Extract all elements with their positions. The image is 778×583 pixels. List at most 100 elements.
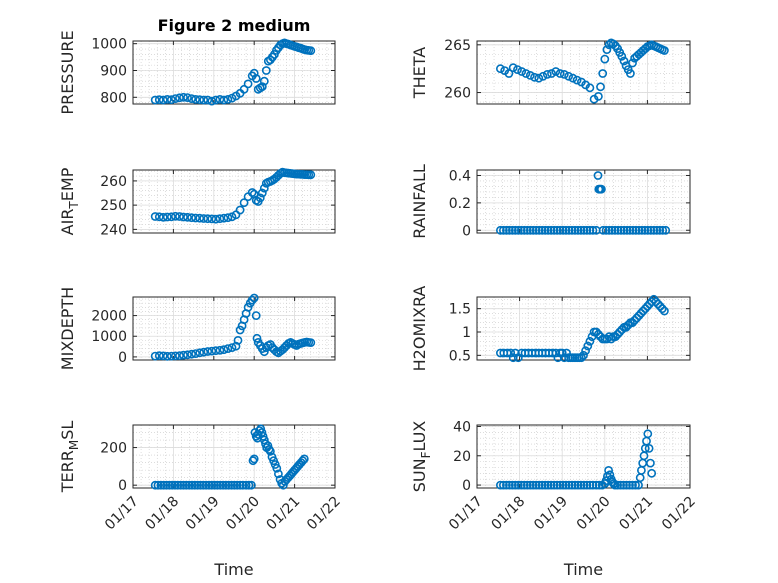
data-point <box>525 480 535 490</box>
data-point <box>158 351 168 361</box>
data-point <box>564 71 573 81</box>
data-point <box>647 468 657 478</box>
data-point <box>210 480 219 490</box>
data-point <box>617 325 627 335</box>
data-point <box>154 95 164 105</box>
y-tick-label: 0 <box>462 478 471 494</box>
y-axis-label: SUNFLUX <box>410 421 433 493</box>
data-point <box>167 480 177 490</box>
data-point <box>201 480 211 490</box>
data-point <box>649 225 659 235</box>
y-tick-label: 240 <box>100 222 127 238</box>
data-point <box>259 347 269 357</box>
data-point <box>249 454 259 464</box>
data-point <box>195 213 205 223</box>
data-point <box>173 480 183 490</box>
data-point <box>187 349 196 359</box>
data-point <box>610 225 620 235</box>
y-axis-label: H2OMIXRA <box>410 286 429 372</box>
data-point <box>596 82 605 92</box>
data-point <box>551 67 561 76</box>
data-point <box>191 349 200 358</box>
data-point <box>199 347 209 357</box>
data-point <box>223 213 233 223</box>
data-point <box>579 350 588 360</box>
data-point <box>543 225 553 235</box>
data-point <box>219 345 229 355</box>
data-point <box>502 348 512 358</box>
data-point <box>621 322 631 332</box>
data-point <box>573 225 583 235</box>
axes-outline <box>132 296 336 361</box>
data-point <box>223 95 233 104</box>
data-point <box>604 225 614 235</box>
data-point <box>184 480 194 490</box>
data-point <box>495 64 505 74</box>
x-tick-label: 01/22 <box>659 494 699 534</box>
data-point <box>561 480 571 490</box>
data-point <box>227 343 237 352</box>
data-point <box>661 225 671 235</box>
data-point <box>610 480 620 490</box>
data-point <box>651 297 661 307</box>
data-point <box>604 332 614 342</box>
data-point <box>594 480 604 490</box>
data-point <box>170 211 180 221</box>
data-point <box>224 480 234 490</box>
panel-theta: 260 265 THETA <box>410 38 691 105</box>
x-tick-label: 01/21 <box>616 494 656 534</box>
data-point <box>158 95 168 105</box>
data-point <box>646 458 655 468</box>
data-point <box>257 188 267 198</box>
data-point <box>570 480 580 490</box>
axes-box <box>476 169 691 234</box>
data-point <box>653 299 663 309</box>
axes-box <box>132 169 336 234</box>
data-point <box>630 315 639 325</box>
data-point <box>619 225 629 235</box>
data-point <box>261 66 271 75</box>
data-point <box>241 480 251 490</box>
data-point <box>238 480 248 490</box>
data-point <box>229 480 239 490</box>
y-tick-label: 800 <box>100 90 127 106</box>
data-point <box>508 480 517 490</box>
data-point <box>175 212 184 221</box>
data-point <box>567 480 577 490</box>
data-point <box>508 63 518 73</box>
data-point <box>559 70 569 79</box>
data-point <box>215 95 225 104</box>
data-point <box>583 341 593 351</box>
data-point <box>522 225 532 235</box>
data-point <box>626 69 635 78</box>
data-point <box>513 65 522 74</box>
data-point <box>594 329 603 339</box>
data-point <box>551 348 561 358</box>
data-point <box>631 225 641 235</box>
data-point <box>579 225 589 235</box>
data-point <box>306 46 316 56</box>
data-point <box>199 95 209 105</box>
data-point <box>227 480 236 490</box>
data-point <box>232 480 242 490</box>
data-point <box>597 184 606 194</box>
data-point <box>495 225 505 235</box>
data-point <box>606 334 616 344</box>
data-point <box>501 480 511 490</box>
data-point <box>183 350 192 360</box>
data-point <box>640 225 650 235</box>
data-point <box>164 480 174 490</box>
data-point <box>170 351 180 361</box>
data-point <box>191 95 200 104</box>
data-point <box>299 454 309 464</box>
data-point <box>615 327 625 337</box>
data-point <box>150 351 160 361</box>
data-point <box>162 480 171 490</box>
x-tick-label: 01/21 <box>264 494 304 534</box>
data-point <box>521 69 531 78</box>
data-point <box>251 74 261 83</box>
y-tick-label: 20 <box>453 449 471 465</box>
data-point <box>638 306 648 316</box>
data-point <box>510 480 520 490</box>
data-point <box>546 225 556 235</box>
